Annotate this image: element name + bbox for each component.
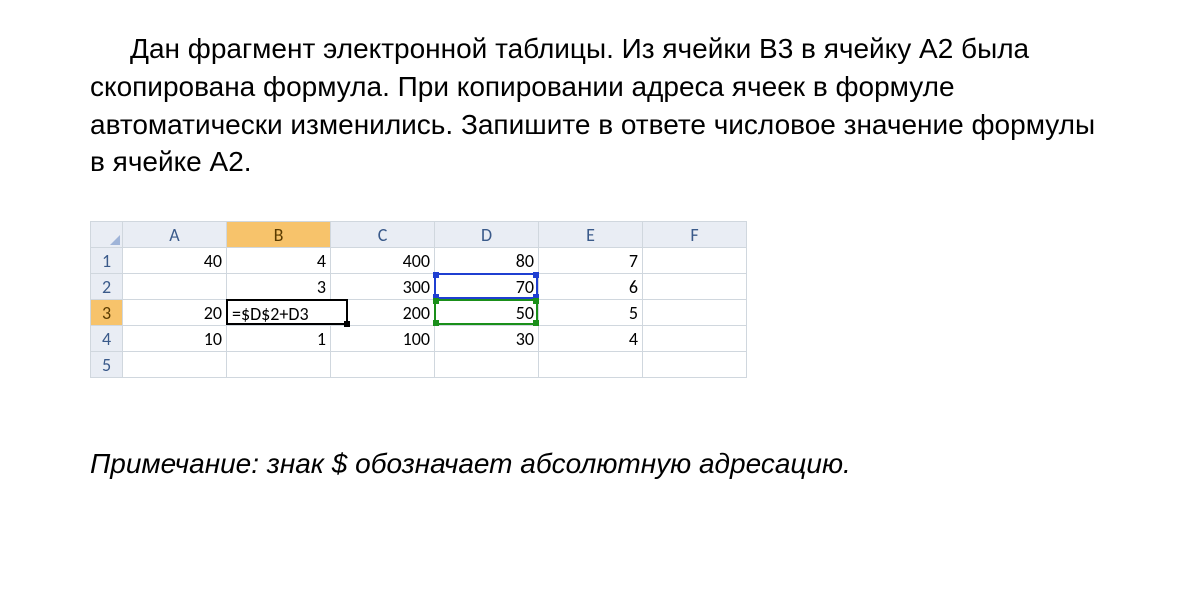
colhead-A[interactable]: A [123, 222, 227, 248]
cell-C2[interactable]: 300 [331, 274, 435, 300]
spreadsheet: A B C D E F 1 40 4 400 80 7 2 3 300 [90, 221, 750, 378]
cell-E1[interactable]: 7 [539, 248, 643, 274]
cell-F2[interactable] [643, 274, 747, 300]
cell-A5[interactable] [123, 352, 227, 378]
cell-F5[interactable] [643, 352, 747, 378]
cell-B4[interactable]: 1 [227, 326, 331, 352]
row-4: 4 10 1 100 30 4 [91, 326, 747, 352]
colhead-C[interactable]: C [331, 222, 435, 248]
rowhead-4[interactable]: 4 [91, 326, 123, 352]
cell-D1[interactable]: 80 [435, 248, 539, 274]
cell-A3[interactable]: 20 [123, 300, 227, 326]
cell-E2[interactable]: 6 [539, 274, 643, 300]
problem-text: Дан фрагмент электронной таблицы. Из яче… [90, 30, 1110, 181]
cell-F4[interactable] [643, 326, 747, 352]
cell-D5[interactable] [435, 352, 539, 378]
cell-E3[interactable]: 5 [539, 300, 643, 326]
rowhead-2[interactable]: 2 [91, 274, 123, 300]
problem-paragraph: Дан фрагмент электронной таблицы. Из яче… [90, 33, 1095, 177]
cell-C1[interactable]: 400 [331, 248, 435, 274]
cell-E4[interactable]: 4 [539, 326, 643, 352]
cell-B1[interactable]: 4 [227, 248, 331, 274]
row-3: 3 20 200 50 5 [91, 300, 747, 326]
row-5: 5 [91, 352, 747, 378]
rowhead-3[interactable]: 3 [91, 300, 123, 326]
cell-F1[interactable] [643, 248, 747, 274]
cell-B5[interactable] [227, 352, 331, 378]
rowhead-5[interactable]: 5 [91, 352, 123, 378]
sheet-table: A B C D E F 1 40 4 400 80 7 2 3 300 [90, 221, 747, 378]
colhead-B[interactable]: B [227, 222, 331, 248]
colhead-F[interactable]: F [643, 222, 747, 248]
colhead-D[interactable]: D [435, 222, 539, 248]
note-text: Примечание: знак $ обозначает абсолютную… [90, 448, 1110, 480]
row-1: 1 40 4 400 80 7 [91, 248, 747, 274]
cell-A1[interactable]: 40 [123, 248, 227, 274]
row-2: 2 3 300 70 6 [91, 274, 747, 300]
cell-B2[interactable]: 3 [227, 274, 331, 300]
cell-C3[interactable]: 200 [331, 300, 435, 326]
cell-A2[interactable] [123, 274, 227, 300]
cell-F3[interactable] [643, 300, 747, 326]
cell-C5[interactable] [331, 352, 435, 378]
rowhead-1[interactable]: 1 [91, 248, 123, 274]
cell-D2[interactable]: 70 [435, 274, 539, 300]
cell-A4[interactable]: 10 [123, 326, 227, 352]
cell-C4[interactable]: 100 [331, 326, 435, 352]
colhead-E[interactable]: E [539, 222, 643, 248]
cell-E5[interactable] [539, 352, 643, 378]
cell-D3[interactable]: 50 [435, 300, 539, 326]
cell-D4[interactable]: 30 [435, 326, 539, 352]
cell-B3[interactable] [227, 300, 331, 326]
page: Дан фрагмент электронной таблицы. Из яче… [0, 0, 1200, 589]
sheet-corner[interactable] [91, 222, 123, 248]
